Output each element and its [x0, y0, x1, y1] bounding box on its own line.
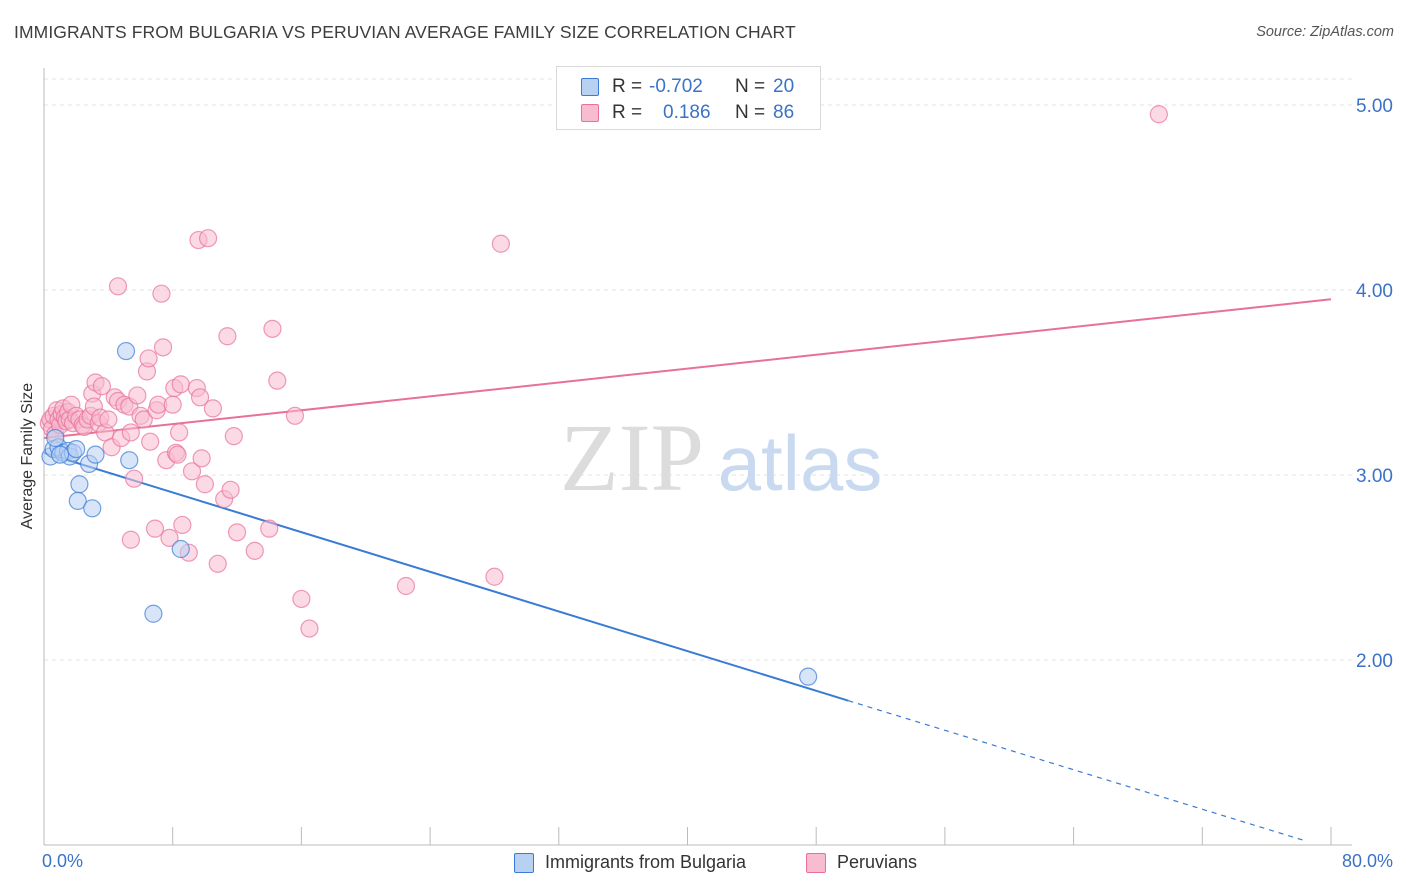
point-peruvians: [208, 554, 227, 573]
y-tick-label: 5.00: [1356, 96, 1393, 117]
grid-layer: [44, 78, 1352, 661]
point-peruvians: [124, 469, 144, 488]
axis-layer: [43, 68, 1352, 846]
point-peruvians: [268, 371, 287, 390]
point-peruvians: [245, 541, 264, 560]
watermark: ZIP atlas: [560, 404, 882, 511]
point-peruvians: [195, 475, 214, 494]
point-bulgaria: [46, 428, 65, 448]
point-peruvians: [99, 410, 118, 429]
legend-label-peruvians: Peruvians: [837, 852, 918, 872]
point-bulgaria: [86, 445, 105, 464]
trend-line-bulgaria: [43, 451, 849, 702]
point-bulgaria: [120, 451, 139, 470]
point-peruvians: [153, 338, 173, 357]
point-peruvians: [173, 515, 192, 535]
point-bulgaria: [68, 491, 87, 510]
legend-label-bulgaria: Immigrants from Bulgaria: [545, 852, 747, 872]
point-peruvians: [168, 445, 187, 464]
watermark-zip: ZIP: [560, 404, 704, 511]
point-bulgaria: [799, 667, 818, 686]
point-peruvians: [134, 410, 153, 429]
point-peruvians: [285, 406, 305, 425]
point-peruvians: [160, 528, 179, 548]
point-peruvians: [170, 423, 189, 442]
point-peruvians: [263, 319, 282, 338]
legend-n-value-bulgaria: 20: [773, 76, 795, 97]
point-peruvians: [203, 399, 223, 418]
point-peruvians: [141, 432, 160, 451]
legend-r-value-peruvians: 0.186: [663, 102, 711, 123]
point-peruvians: [485, 567, 504, 586]
legend-swatch-bulgaria: [514, 853, 534, 873]
point-peruvians: [128, 386, 147, 405]
point-peruvians: [221, 480, 240, 499]
point-peruvians: [121, 530, 140, 549]
point-peruvians: [396, 576, 416, 596]
legend-n-label: N =: [735, 102, 766, 123]
trend-line-bulgaria-extension: [848, 700, 1308, 842]
legend-swatch-peruvians: [581, 104, 599, 122]
series-legend: Immigrants from Bulgaria Peruvians: [0, 852, 1406, 876]
chart-title: IMMIGRANTS FROM BULGARIA VS PERUVIAN AVE…: [14, 22, 796, 42]
x-tick-label-max: 80.0%: [1341, 851, 1393, 871]
point-peruvians: [171, 375, 190, 394]
y-tick-labels: 2.00 3.00 4.00 5.00: [1356, 96, 1393, 672]
point-peruvians: [218, 327, 237, 346]
point-peruvians: [224, 427, 243, 446]
source-label: Source: ZipAtlas.com: [1256, 24, 1394, 40]
point-peruvians: [139, 349, 158, 368]
point-bulgaria: [171, 539, 190, 559]
legend-n-label: N =: [735, 76, 766, 97]
legend-r-value-bulgaria: -0.702: [649, 76, 703, 97]
point-bulgaria: [67, 440, 86, 459]
point-peruvians: [121, 423, 140, 442]
point-peruvians: [152, 284, 171, 303]
watermark-atlas: atlas: [718, 419, 883, 507]
point-peruvians: [198, 229, 218, 248]
legend-r-label: R =: [612, 76, 643, 97]
point-peruvians: [182, 462, 202, 481]
points-layer: [39, 105, 1168, 686]
point-bulgaria: [116, 341, 136, 361]
point-peruvians: [108, 277, 128, 296]
legend-swatch-bulgaria: [581, 78, 599, 96]
point-peruvians: [92, 377, 112, 396]
point-peruvians: [300, 619, 319, 638]
point-peruvians: [192, 449, 211, 468]
y-tick-label: 2.00: [1356, 651, 1393, 672]
point-peruvians: [145, 519, 165, 538]
point-peruvians: [260, 519, 279, 538]
point-bulgaria: [83, 499, 102, 518]
point-bulgaria: [144, 604, 163, 623]
x-tick-label-min: 0.0%: [42, 851, 84, 871]
y-tick-label: 3.00: [1356, 466, 1393, 487]
point-peruvians: [227, 523, 247, 542]
legend-r-label: R =: [612, 102, 643, 123]
point-peruvians: [163, 395, 182, 414]
point-peruvians: [292, 589, 311, 609]
point-bulgaria: [70, 475, 89, 494]
point-peruvians: [190, 388, 210, 407]
correlation-legend: R = -0.702 N = 20 R = 0.186 N = 86: [556, 66, 821, 130]
point-peruvians: [1149, 105, 1168, 124]
point-bulgaria: [50, 445, 70, 464]
trend-line-peruvians: [43, 298, 1332, 439]
y-axis-label: Average Family Size: [19, 382, 36, 530]
legend-n-value-peruvians: 86: [773, 102, 795, 123]
trend-layer: [43, 298, 1332, 842]
legend-swatch-peruvians: [806, 853, 826, 873]
y-tick-label: 4.00: [1356, 281, 1393, 302]
point-peruvians: [491, 234, 510, 253]
